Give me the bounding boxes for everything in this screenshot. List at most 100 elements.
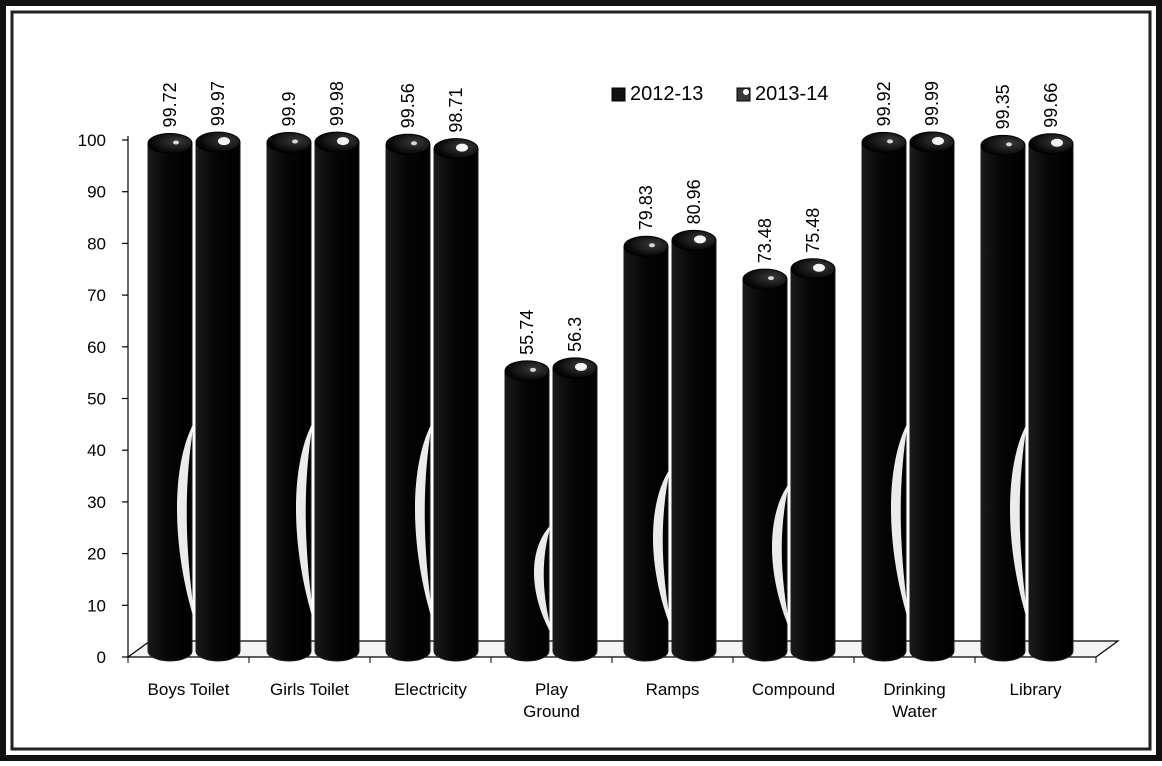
bar-body [1028, 143, 1074, 662]
bar-glint [177, 422, 196, 626]
legend-swatch [611, 87, 626, 102]
bar-glint [534, 524, 553, 637]
data-label: 99.92 [874, 81, 894, 126]
bar-body [504, 370, 550, 662]
bar-cap [504, 360, 550, 382]
bar-cap [623, 235, 669, 257]
data-label: 99.98 [327, 81, 347, 126]
bar-2012-13 [385, 133, 434, 662]
bar-2013-14 [314, 131, 360, 662]
y-tick-label: 40 [87, 441, 106, 460]
bar-cap-highlight [530, 367, 536, 372]
bar-body [552, 367, 598, 662]
x-tick-label: Girls Toilet [270, 680, 349, 699]
legend: 2012-13 2013-14 [611, 83, 828, 105]
bar-2012-13 [861, 131, 910, 662]
bar-cap [266, 132, 312, 154]
x-tick-label: Library [1010, 680, 1062, 699]
bar-body [909, 141, 955, 662]
y-tick-label: 100 [78, 131, 106, 150]
bar-layer [147, 131, 1074, 662]
data-label: 98.71 [446, 88, 466, 133]
bar-glint [1010, 423, 1029, 626]
bar-2013-14 [195, 131, 241, 662]
bar-cap [671, 229, 717, 251]
legend-swatch-highlight [743, 89, 749, 95]
y-tick-label: 50 [87, 390, 106, 409]
bar-cap-highlight [1006, 142, 1012, 147]
data-label: 75.48 [803, 208, 823, 253]
bar-cap-highlight [173, 140, 179, 145]
bar-2013-14 [790, 258, 836, 662]
bar-body [790, 268, 836, 662]
bar-cap [195, 131, 241, 153]
legend-label: 2012-13 [630, 83, 703, 105]
bar-cap [147, 132, 193, 154]
y-tick-label: 60 [87, 338, 106, 357]
bar-2012-13 [623, 235, 672, 662]
bar-body [742, 278, 788, 662]
y-tick-label: 20 [87, 545, 106, 564]
x-tick-label: Ramps [646, 680, 700, 699]
bar-cap-highlight [292, 139, 298, 144]
bar-cap-highlight [337, 137, 349, 146]
bar-glint [653, 468, 672, 631]
bar-body [433, 148, 479, 662]
data-label-layer: 99.72 99.9 99.56 55.74 79.83 73.48 99.92 99.35 9… [160, 81, 1061, 355]
bar-cap-highlight [218, 137, 230, 146]
x-tick-label: Electricity [394, 680, 467, 699]
bar-cap-highlight [932, 137, 944, 146]
data-label: 99.97 [208, 81, 228, 126]
bar-cap [909, 131, 955, 153]
bar-2013-14 [671, 229, 717, 662]
data-label: 99.66 [1041, 83, 1061, 128]
y-tick-label: 30 [87, 493, 106, 512]
bar-2012-13 [980, 134, 1029, 662]
bar-2013-14 [433, 138, 479, 662]
data-label: 80.96 [684, 179, 704, 224]
bar-2012-13 [147, 132, 196, 662]
data-label: 99.35 [993, 84, 1013, 129]
bar-cap [314, 131, 360, 153]
bar-2012-13 [742, 268, 791, 662]
data-label: 99.72 [160, 82, 180, 127]
bar-cap-highlight [1051, 138, 1063, 147]
y-tick-label: 10 [87, 596, 106, 615]
data-label: 99.9 [279, 91, 299, 126]
bar-glint [891, 422, 910, 626]
data-label: 55.74 [517, 310, 537, 355]
bar-2013-14 [1028, 133, 1074, 662]
data-label: 99.56 [398, 83, 418, 128]
bar-cap-highlight [694, 235, 706, 244]
bar-cap-highlight [649, 243, 655, 248]
bar-cap [385, 133, 431, 155]
bar-glint [772, 483, 791, 633]
bar-cap [980, 134, 1026, 156]
y-tick-label: 70 [87, 286, 106, 305]
bar-cap [433, 138, 479, 160]
bar-cap-highlight [456, 143, 468, 152]
bar-body [671, 239, 717, 662]
bar-cap-highlight [887, 139, 893, 144]
x-tick-label: Compound [752, 680, 835, 699]
bar-glint [415, 422, 434, 626]
bar-2013-14 [552, 357, 598, 662]
bar-cap-highlight [575, 362, 587, 371]
bar-cap-highlight [411, 141, 417, 146]
bar-2013-14 [909, 131, 955, 662]
bar-cap [1028, 133, 1074, 155]
data-label: 99.99 [922, 81, 942, 126]
data-label: 73.48 [755, 218, 775, 263]
bar-body [195, 141, 241, 662]
x-tick-label: Drinking Water [883, 680, 945, 721]
y-tick-label: 90 [87, 183, 106, 202]
bar-cap [861, 131, 907, 153]
bar-2012-13 [266, 132, 315, 662]
bar-body [314, 141, 360, 662]
bar-cap-highlight [768, 276, 774, 281]
chart-inner-frame [10, 10, 1152, 751]
bar-cap [790, 258, 836, 280]
bar-cap [742, 268, 788, 290]
